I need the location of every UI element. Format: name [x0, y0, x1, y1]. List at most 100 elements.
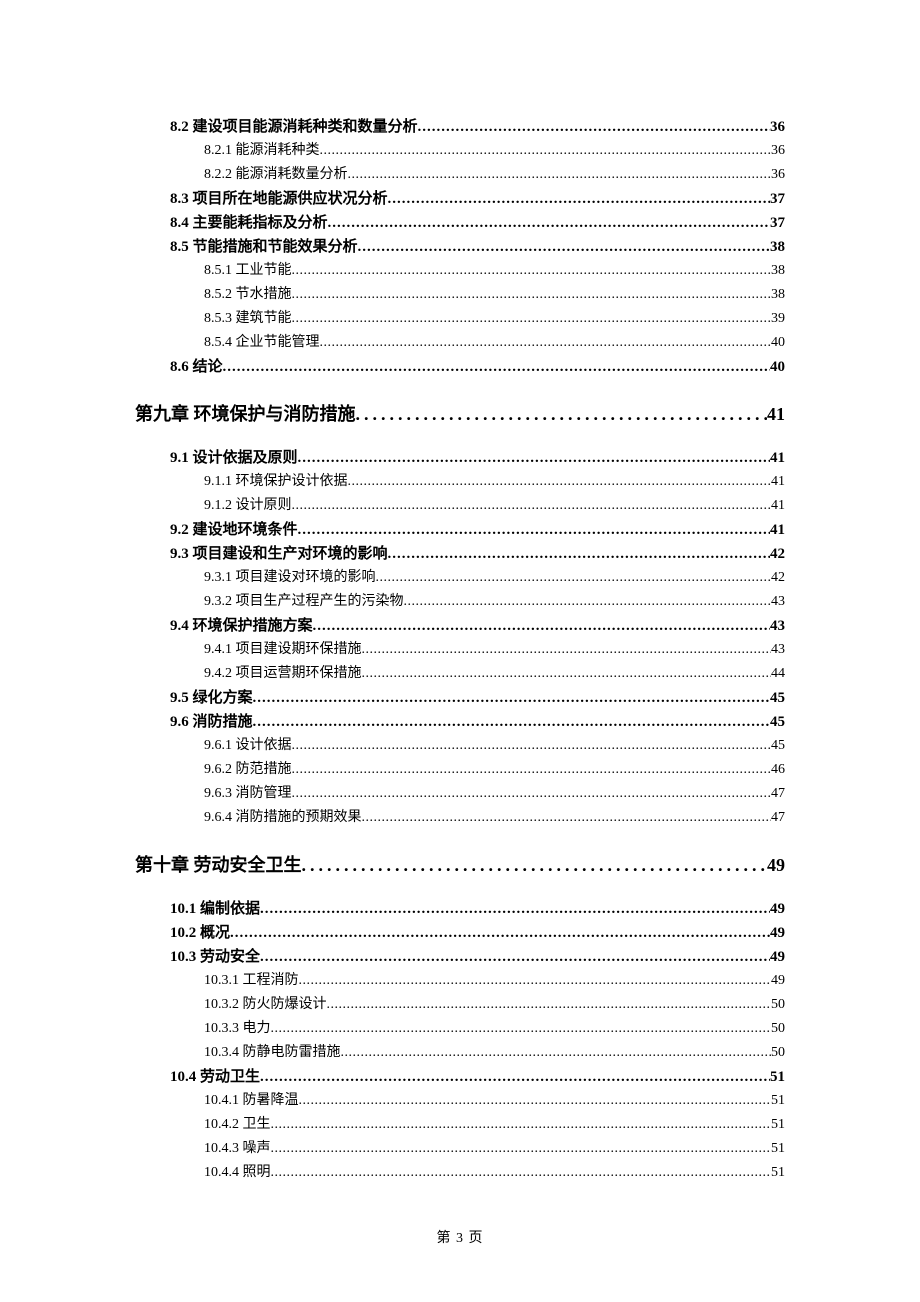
toc-entry-label: 第十章 劳动安全卫生	[135, 852, 302, 879]
toc-entry-label: 9.4.1 项目建设期环保措施	[204, 638, 362, 662]
toc-leader-dots: ........................................…	[299, 1089, 772, 1113]
toc-entry-page: 41	[771, 470, 785, 494]
toc-entry: 8.2 建设项目能源消耗种类和数量分析 ....................…	[170, 115, 785, 139]
toc-entry-page: 41	[770, 518, 785, 542]
toc-entry-label: 9.1 设计依据及原则	[170, 446, 298, 470]
toc-entry-label: 10.3.3 电力	[204, 1017, 271, 1041]
toc-entry-page: 40	[771, 331, 785, 355]
toc-entry-label: 10.4 劳动卫生	[170, 1065, 260, 1089]
toc-entry-page: 42	[771, 566, 785, 590]
document-page: 8.2 建设项目能源消耗种类和数量分析 ....................…	[0, 0, 920, 1302]
toc-leader-dots: ........................................…	[348, 470, 772, 494]
toc-leader-dots: ........................................…	[362, 806, 772, 830]
toc-entry-page: 41	[770, 446, 785, 470]
toc-entry-label: 8.5 节能措施和节能效果分析	[170, 235, 358, 259]
toc-entry-label: 10.3.1 工程消防	[204, 969, 299, 993]
toc-entry-page: 47	[771, 782, 785, 806]
toc-leader-dots: ........................................…	[260, 897, 770, 921]
toc-entry-page: 51	[771, 1089, 785, 1113]
toc-entry-label: 10.3.4 防静电防雷措施	[204, 1041, 341, 1065]
toc-entry: 8.3 项目所在地能源供应状况分析 ......................…	[170, 187, 785, 211]
toc-entry: 10.4 劳动卫生 ..............................…	[170, 1065, 785, 1089]
toc-leader-dots: ........................................…	[320, 139, 772, 163]
toc-entry-label: 8.5.4 企业节能管理	[204, 331, 320, 355]
toc-entry-page: 36	[771, 163, 785, 187]
toc-entry-label: 8.5.1 工业节能	[204, 259, 292, 283]
toc-leader-dots: ........................................…	[292, 307, 772, 331]
toc-entry-page: 49	[767, 852, 785, 879]
toc-entry: 10.3.2 防火防爆设计...........................…	[204, 993, 785, 1017]
toc-entry-label: 10.3.2 防火防爆设计	[204, 993, 327, 1017]
toc-entry-label: 9.6.2 防范措施	[204, 758, 292, 782]
toc-leader-dots: ........................................…	[388, 187, 770, 211]
toc-entry-page: 40	[770, 355, 785, 379]
toc-entry-label: 9.3.2 项目生产过程产生的污染物	[204, 590, 404, 614]
toc-leader-dots: ........................................…	[362, 662, 772, 686]
toc-entry: 10.4.1 防暑降温.............................…	[204, 1089, 785, 1113]
toc-leader-dots: ........................................…	[299, 969, 772, 993]
toc-entry-page: 51	[770, 1065, 785, 1089]
toc-leader-dots: ........................................…	[292, 758, 772, 782]
toc-entry-page: 45	[770, 710, 785, 734]
toc-leader-dots: ........................................…	[328, 211, 770, 235]
toc-leader-dots: ........................................…	[388, 542, 770, 566]
toc-leader-dots: ........................................…	[358, 235, 770, 259]
toc-entry: 10.2 概况 ................................…	[170, 921, 785, 945]
toc-entry-label: 10.4.2 卫生	[204, 1113, 271, 1137]
toc-entry: 9.3.1 项目建设对环境的影响........................…	[204, 566, 785, 590]
toc-entry: 8.4 主要能耗指标及分析 ..........................…	[170, 211, 785, 235]
toc-entry-page: 45	[770, 686, 785, 710]
toc-entry-page: 43	[771, 638, 785, 662]
toc-leader-dots: ........................................…	[376, 566, 772, 590]
toc-entry-page: 41	[767, 401, 785, 428]
toc-entry: 9.1.1 环境保护设计依据..........................…	[204, 470, 785, 494]
toc-leader-dots: ........................................…	[271, 1113, 772, 1137]
toc-entry: 8.6 结论 .................................…	[170, 355, 785, 379]
toc-entry-page: 47	[771, 806, 785, 830]
toc-entry-label: 9.6 消防措施	[170, 710, 253, 734]
toc-leader-dots: ........................................…	[271, 1017, 772, 1041]
toc-entry-label: 9.4.2 项目运营期环保措施	[204, 662, 362, 686]
toc-entry: 9.4.1 项目建设期环保措施.........................…	[204, 638, 785, 662]
toc-entry-label: 9.6.4 消防措施的预期效果	[204, 806, 362, 830]
toc-entry-label: 9.5 绿化方案	[170, 686, 253, 710]
toc-entry-label: 9.1.2 设计原则	[204, 494, 292, 518]
toc-leader-dots: ........................................…	[320, 331, 772, 355]
toc-entry-page: 50	[771, 1041, 785, 1065]
toc-entry-page: 49	[771, 969, 785, 993]
toc-entry: 第九章 环境保护与消防措施...........................…	[135, 401, 785, 428]
toc-entry-page: 36	[770, 115, 785, 139]
toc-entry: 第十章 劳动安全卫生..............................…	[135, 852, 785, 879]
toc-entry: 9.4 环境保护措施方案 ...........................…	[170, 614, 785, 638]
toc-entry: 9.5 绿化方案 ...............................…	[170, 686, 785, 710]
toc-leader-dots: ........................................…	[271, 1137, 772, 1161]
toc-entry: 10.4.4 照明...............................…	[204, 1161, 785, 1185]
toc-entry: 10.3.4 防静电防雷措施..........................…	[204, 1041, 785, 1065]
toc-entry-page: 37	[770, 187, 785, 211]
toc-entry: 10.4.2 卫生...............................…	[204, 1113, 785, 1137]
toc-entry-page: 43	[770, 614, 785, 638]
toc-entry: 10.4.3 噪声...............................…	[204, 1137, 785, 1161]
toc-entry-label: 8.5.2 节水措施	[204, 283, 292, 307]
toc-entry-page: 51	[771, 1113, 785, 1137]
toc-entry-page: 49	[770, 945, 785, 969]
toc-leader-dots: ........................................…	[260, 945, 770, 969]
toc-entry-page: 46	[771, 758, 785, 782]
toc-entry-label: 8.6 结论	[170, 355, 223, 379]
toc-entry: 9.2 建设地环境条件 ............................…	[170, 518, 785, 542]
toc-entry-label: 10.4.1 防暑降温	[204, 1089, 299, 1113]
toc-entry-page: 38	[771, 259, 785, 283]
toc-leader-dots: ........................................…	[292, 734, 772, 758]
toc-entry: 10.3 劳动安全 ..............................…	[170, 945, 785, 969]
toc-leader-dots: ........................................…	[348, 163, 772, 187]
toc-entry-label: 9.6.3 消防管理	[204, 782, 292, 806]
toc-leader-dots: ........................................…	[313, 614, 770, 638]
toc-entry: 10.1 编制依据 ..............................…	[170, 897, 785, 921]
toc-entry-label: 8.3 项目所在地能源供应状况分析	[170, 187, 388, 211]
toc-entry: 9.6.1 设计依据..............................…	[204, 734, 785, 758]
toc-entry-label: 9.4 环境保护措施方案	[170, 614, 313, 638]
toc-entry: 10.3.1 工程消防.............................…	[204, 969, 785, 993]
toc-entry: 9.1.2 设计原则..............................…	[204, 494, 785, 518]
toc-entry-label: 9.6.1 设计依据	[204, 734, 292, 758]
toc-leader-dots: ........................................…	[271, 1161, 772, 1185]
